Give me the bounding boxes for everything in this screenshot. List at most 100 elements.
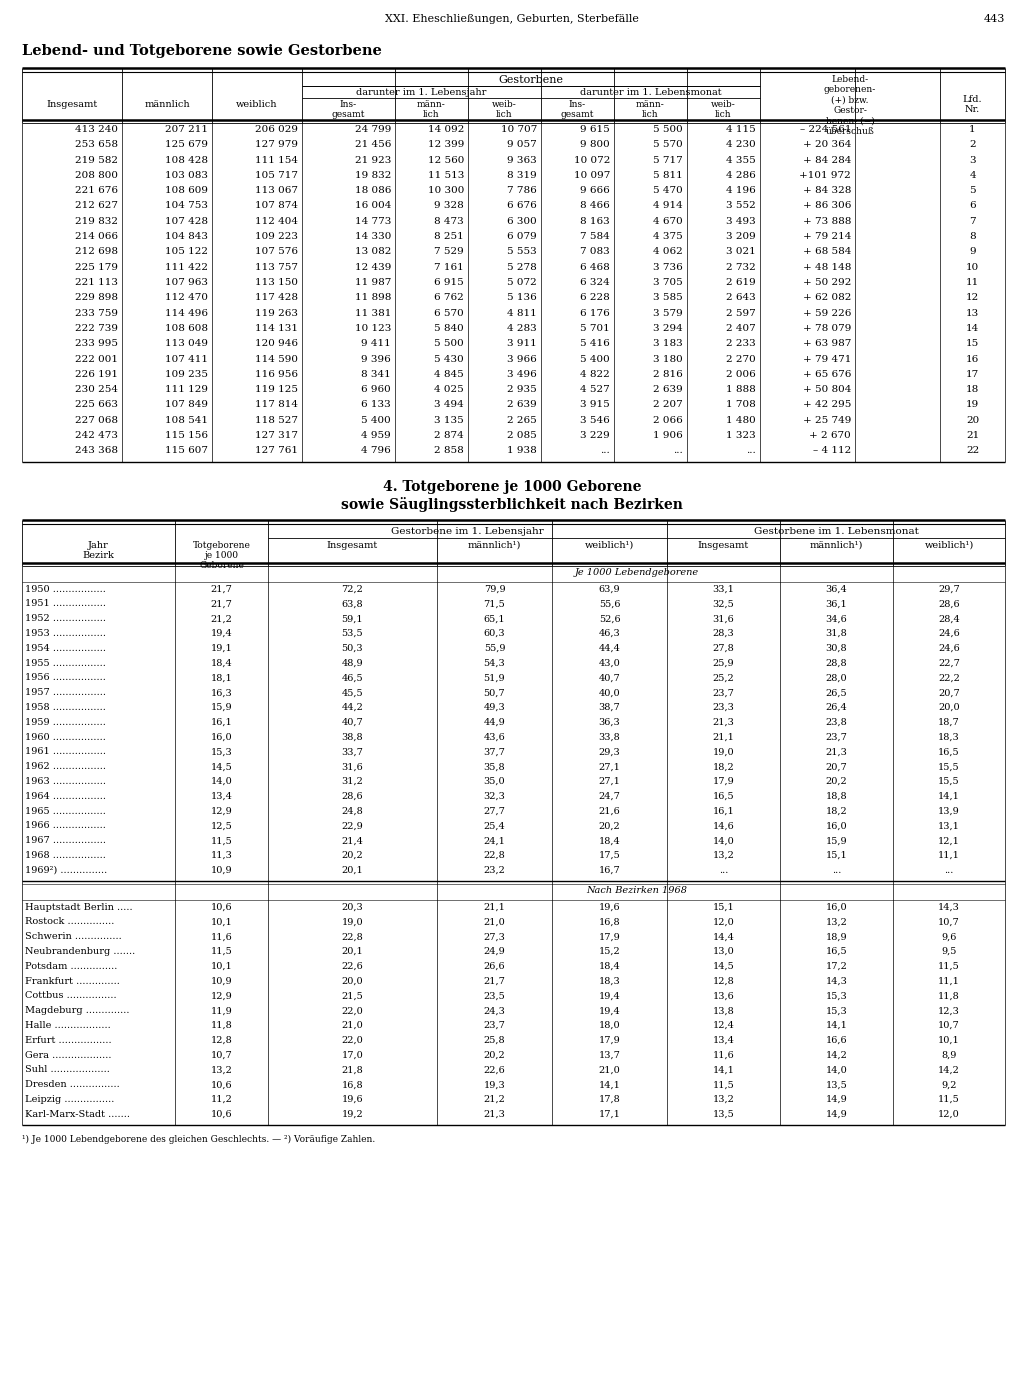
Text: 14,9: 14,9 — [825, 1095, 848, 1104]
Text: 115 607: 115 607 — [165, 446, 208, 456]
Text: 10 072: 10 072 — [573, 156, 610, 165]
Text: 1957 .................: 1957 ................. — [25, 688, 106, 697]
Text: 20,1: 20,1 — [342, 947, 364, 956]
Text: 10,7: 10,7 — [211, 1050, 232, 1060]
Text: + 25 749: + 25 749 — [803, 415, 851, 425]
Text: + 73 888: + 73 888 — [803, 217, 851, 226]
Text: 3 493: 3 493 — [726, 217, 756, 226]
Text: 24,1: 24,1 — [483, 836, 506, 845]
Text: 2 597: 2 597 — [726, 308, 756, 318]
Text: 13,8: 13,8 — [713, 1006, 734, 1015]
Text: 38,7: 38,7 — [599, 703, 621, 713]
Text: 14 330: 14 330 — [354, 232, 391, 242]
Text: 4 230: 4 230 — [726, 140, 756, 149]
Text: 7 584: 7 584 — [581, 232, 610, 242]
Text: 13,5: 13,5 — [825, 1081, 848, 1089]
Text: darunter im 1. Lebensmonat: darunter im 1. Lebensmonat — [580, 88, 721, 97]
Text: 4 062: 4 062 — [653, 247, 683, 257]
Text: 119 263: 119 263 — [255, 308, 298, 318]
Text: 6 176: 6 176 — [581, 308, 610, 318]
Text: 19,6: 19,6 — [342, 1095, 364, 1104]
Text: 16,6: 16,6 — [825, 1036, 847, 1045]
Text: 5 430: 5 430 — [434, 354, 464, 364]
Text: 21,2: 21,2 — [483, 1095, 506, 1104]
Text: 3: 3 — [969, 156, 976, 165]
Text: 31,6: 31,6 — [342, 763, 364, 771]
Text: 20,7: 20,7 — [938, 688, 959, 697]
Text: 23,8: 23,8 — [825, 718, 848, 726]
Text: 14,1: 14,1 — [713, 1065, 734, 1075]
Text: 13,4: 13,4 — [211, 792, 232, 801]
Text: 1950 .................: 1950 ................. — [25, 585, 105, 593]
Text: 10 123: 10 123 — [354, 324, 391, 333]
Text: 27,7: 27,7 — [483, 807, 506, 815]
Text: 21,7: 21,7 — [211, 600, 232, 608]
Text: 12,0: 12,0 — [713, 917, 734, 926]
Text: 9 057: 9 057 — [507, 140, 537, 149]
Text: 11,3: 11,3 — [211, 851, 232, 860]
Text: + 48 148: + 48 148 — [803, 263, 851, 272]
Text: 79,9: 79,9 — [483, 585, 505, 593]
Text: 16,0: 16,0 — [211, 732, 232, 742]
Text: 50,7: 50,7 — [483, 688, 505, 697]
Text: 20,2: 20,2 — [825, 776, 848, 786]
Text: 43,0: 43,0 — [599, 658, 621, 668]
Text: 14,0: 14,0 — [713, 836, 734, 845]
Text: 21,7: 21,7 — [483, 976, 506, 986]
Text: 127 761: 127 761 — [255, 446, 298, 456]
Text: 233 995: 233 995 — [75, 339, 118, 349]
Text: Jahr
Bezirk: Jahr Bezirk — [83, 540, 115, 560]
Text: 7 083: 7 083 — [581, 247, 610, 257]
Text: 9,5: 9,5 — [941, 947, 956, 956]
Text: Gestorbene im 1. Lebensjahr: Gestorbene im 1. Lebensjahr — [391, 526, 544, 536]
Text: 17,2: 17,2 — [825, 961, 848, 971]
Text: weib-
lich: weib- lich — [493, 100, 517, 119]
Text: 18,7: 18,7 — [938, 718, 959, 726]
Text: 17,1: 17,1 — [599, 1110, 621, 1118]
Text: 20,2: 20,2 — [342, 851, 364, 860]
Text: 21 456: 21 456 — [354, 140, 391, 149]
Text: 1961 .................: 1961 ................. — [25, 747, 106, 757]
Text: 8 251: 8 251 — [434, 232, 464, 242]
Text: 222 001: 222 001 — [75, 354, 118, 364]
Text: 208 800: 208 800 — [75, 171, 118, 181]
Text: 21,2: 21,2 — [211, 614, 232, 624]
Text: + 84 284: + 84 284 — [803, 156, 851, 165]
Text: 13 082: 13 082 — [354, 247, 391, 257]
Text: 107 576: 107 576 — [255, 247, 298, 257]
Text: 24,9: 24,9 — [483, 947, 506, 956]
Text: 11,8: 11,8 — [938, 992, 959, 1000]
Text: 125 679: 125 679 — [165, 140, 208, 149]
Text: 31,2: 31,2 — [342, 776, 364, 786]
Text: 4 025: 4 025 — [434, 385, 464, 394]
Text: 14,2: 14,2 — [825, 1050, 848, 1060]
Text: 30,8: 30,8 — [825, 643, 847, 653]
Text: 13: 13 — [966, 308, 979, 318]
Text: 10,1: 10,1 — [211, 961, 232, 971]
Text: 21,1: 21,1 — [483, 903, 506, 911]
Text: 36,3: 36,3 — [599, 718, 621, 726]
Text: Schwerin ...............: Schwerin ............... — [25, 932, 122, 942]
Text: 1965 .................: 1965 ................. — [25, 807, 105, 815]
Text: 2 619: 2 619 — [726, 278, 756, 288]
Text: 12,3: 12,3 — [938, 1006, 959, 1015]
Text: 32,3: 32,3 — [483, 792, 506, 801]
Text: 1964 .................: 1964 ................. — [25, 792, 106, 801]
Text: 60,3: 60,3 — [483, 629, 505, 638]
Text: Gestorbene: Gestorbene — [499, 75, 563, 85]
Text: 15,1: 15,1 — [713, 903, 734, 911]
Text: 2 207: 2 207 — [653, 400, 683, 410]
Text: 12,0: 12,0 — [938, 1110, 959, 1118]
Text: 16: 16 — [966, 354, 979, 364]
Text: 4 286: 4 286 — [726, 171, 756, 181]
Text: 9 666: 9 666 — [581, 186, 610, 196]
Text: 18,8: 18,8 — [825, 792, 847, 801]
Text: 24,6: 24,6 — [938, 643, 959, 653]
Text: 2 935: 2 935 — [507, 385, 537, 394]
Text: 5: 5 — [969, 186, 976, 196]
Text: 6 324: 6 324 — [581, 278, 610, 288]
Text: 117 814: 117 814 — [255, 400, 298, 410]
Text: 1955 .................: 1955 ................. — [25, 658, 105, 668]
Text: 13,0: 13,0 — [713, 947, 734, 956]
Text: 5 570: 5 570 — [653, 140, 683, 149]
